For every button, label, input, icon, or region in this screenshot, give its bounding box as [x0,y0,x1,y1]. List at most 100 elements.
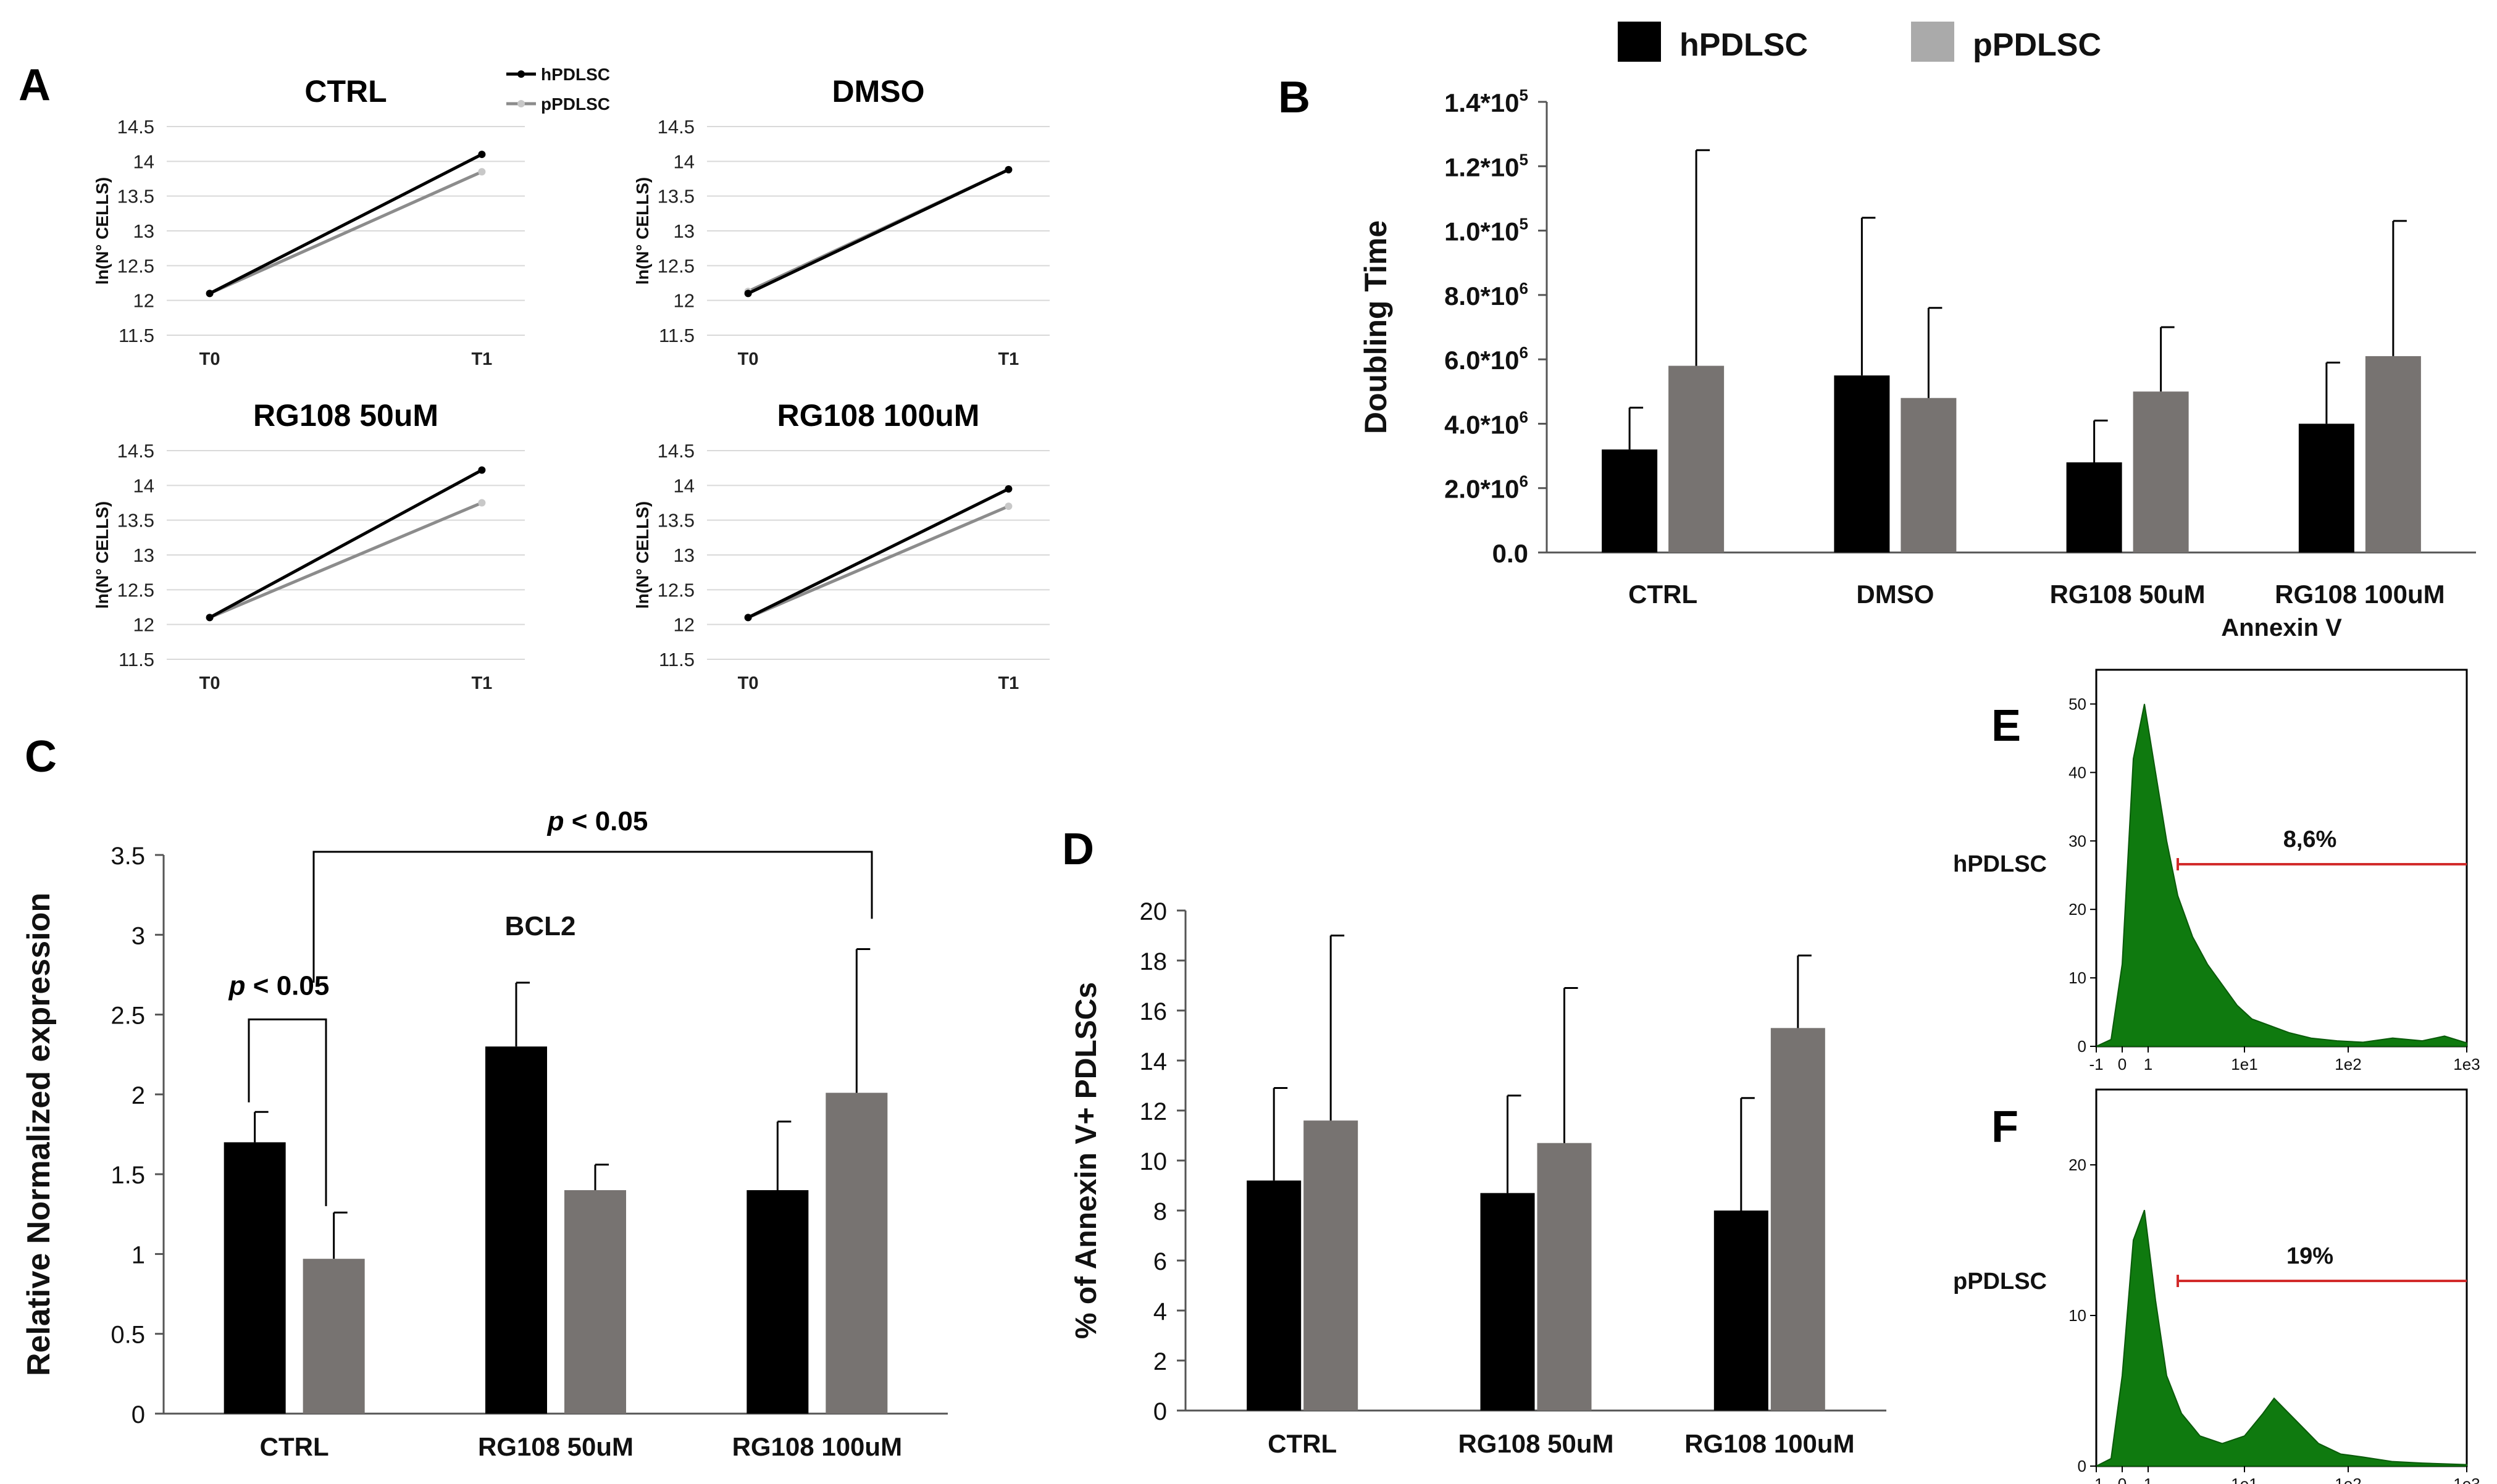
data-point-hpdlsc [744,614,752,622]
panel-a-dmso-line-chart: 11.5 12 12.5 13 13.5 14 14.5 T0 T1 DMSO ln(N° CELL… [633,74,1050,369]
y-axis-label: Relative Normalized expression [21,893,57,1376]
y-tick-label: 14 [674,151,695,172]
y-tick-label: 11.5 [119,649,154,670]
y-tick-label: 20 [1140,898,1168,925]
panel-a-rg108-100-line-chart: 11.5 12 12.5 13 13.5 14 14.5 T0 T1 RG108 100uM ln(… [633,398,1050,693]
panel-label-d: D [1062,825,1094,874]
data-point-hpdlsc [206,290,214,298]
y-tick-label: 0 [2078,1457,2086,1475]
x-tick-label: T1 [998,673,1019,693]
gate-percentage: 19% [2286,1243,2333,1269]
y-tick-label: 0 [2078,1037,2086,1056]
chart-title: CTRL [304,74,387,109]
y-tick-label: 3 [132,922,145,949]
x-category-label: RG108 50uM [2050,580,2206,609]
series-line-hpdlsc [209,152,483,295]
y-tick-label: 11.5 [659,325,695,346]
y-axis-label: % of Annexin V+ PDLSCs [1070,982,1103,1339]
bar-ppdlsc-rg108-100um [1770,1028,1825,1411]
panel-a-ctrl-line-chart: 11.5 12 12.5 13 13.5 14 14.5 T0 T1 CTRL ln(N° CELL… [93,65,610,369]
y-tick-label: 4 [1153,1298,1167,1325]
legend-swatch-hpdlsc [1618,22,1661,62]
legend-swatch-ppdlsc [1911,22,1954,62]
series-line-hpdlsc [747,487,1010,619]
legend-label-hpdlsc: hPDLSC [541,65,610,84]
y-tick-label: 11.5 [119,325,154,346]
bar-hpdlsc-rg108-100um [1713,1211,1768,1411]
y-axis-label: ln(N° CELLS) [633,177,652,285]
y-tick-label: 13.5 [117,186,154,207]
bar-ppdlsc-rg108-100um [2365,356,2421,552]
y-tick-label: 13 [133,544,154,566]
x-category-label: DMSO [1856,580,1934,609]
p-value-annotation: p < 0.05 [228,970,330,1001]
bar-hpdlsc-dmso [1834,375,1890,552]
y-tick-label: 2 [1153,1348,1167,1375]
data-point-hpdlsc [478,466,486,474]
sample-label: pPDLSC [1953,1269,2047,1294]
y-tick-label: 13 [133,220,154,242]
legend-label-ppdlsc: pPDLSC [541,94,610,114]
y-tick-label: 13 [674,220,695,242]
bar-ppdlsc-rg108-50um [1537,1143,1592,1411]
bar-ppdlsc-ctrl [1668,365,1725,552]
panel-label-f: F [1991,1103,2018,1152]
data-point-ppdlsc [1005,502,1013,511]
y-tick-label: 30 [2068,832,2086,850]
y-tick-label: 13.5 [117,510,154,531]
x-tick-label: T0 [199,673,220,693]
series-line-hpdlsc [747,168,1010,295]
chart-title: RG108 100uM [777,398,980,433]
y-tick-label: 12.5 [117,255,154,277]
x-tick-label: T1 [471,673,492,693]
x-category-label: RG108 50uM [1458,1429,1613,1458]
y-tick-label: 16 [1140,998,1168,1025]
data-point-hpdlsc [206,614,214,622]
x-tick-label: 1e3 [2453,1055,2480,1073]
panel-d-annexin-bar-chart: 0 2 4 6 8 10 12 14 16 18 20 CTRL RG108 50uM RG108 100… [1070,898,1886,1458]
y-tick-label: 14.5 [658,440,695,462]
y-tick-label: 14 [1140,1048,1168,1075]
bar-ppdlsc-ctrl [303,1259,365,1414]
panel-label-c: C [25,732,57,782]
legend-marker-ppdlsc [517,100,525,107]
x-category-label: RG108 100uM [732,1432,902,1461]
panel-a-rg108-50-line-chart: 11.5 12 12.5 13 13.5 14 14.5 T0 T1 RG108 50uM ln(N… [93,398,525,693]
y-tick-label: 12.5 [658,255,695,277]
y-axis-label: ln(N° CELLS) [93,177,112,285]
y-tick-label: 1.2*105 [1444,150,1528,181]
x-category-label: CTRL [1628,580,1697,609]
chart-title: BCL2 [505,911,576,941]
y-axis-label: ln(N° CELLS) [633,501,652,609]
chart-title: DMSO [832,74,925,109]
y-tick-label: 20 [2068,900,2086,919]
y-tick-label: 4.0*106 [1444,407,1528,439]
series-line-ppdlsc [747,504,1010,619]
x-tick-label: 1e2 [2335,1475,2361,1484]
y-tick-label: 2.0*106 [1444,472,1528,504]
panel-c-bcl2-bar-chart: 0 0.5 1 1.5 2 2.5 3 3.5 CTRL RG108 50uM RG108 100u… [21,806,948,1461]
data-point-hpdlsc [1005,485,1013,493]
histogram-area [2096,704,2467,1047]
bar-hpdlsc-rg108-100um [747,1190,809,1414]
series-line-ppdlsc [209,501,483,619]
y-tick-label: 14.5 [117,440,154,462]
data-point-ppdlsc [478,168,486,176]
x-category-label: RG108 100uM [2275,580,2445,609]
legend-label-hpdlsc: hPDLSC [1679,27,1808,63]
y-axis-label: ln(N° CELLS) [93,501,112,609]
y-tick-label: 0.0 [1492,539,1528,568]
y-tick-label: 6 [1153,1248,1167,1275]
x-tick-label: 1e1 [2231,1055,2257,1073]
y-tick-label: 10 [2068,1306,2086,1325]
y-tick-label: 12.5 [117,579,154,601]
y-tick-label: 12 [133,290,154,312]
x-tick-label: 1 [2144,1475,2152,1484]
bar-hpdlsc-rg108-50um [485,1046,547,1414]
p-value-annotation: p < 0.05 [547,806,648,836]
bar-ppdlsc-ctrl [1303,1120,1358,1411]
data-point-hpdlsc [744,290,752,298]
y-tick-label: 12.5 [658,579,695,601]
